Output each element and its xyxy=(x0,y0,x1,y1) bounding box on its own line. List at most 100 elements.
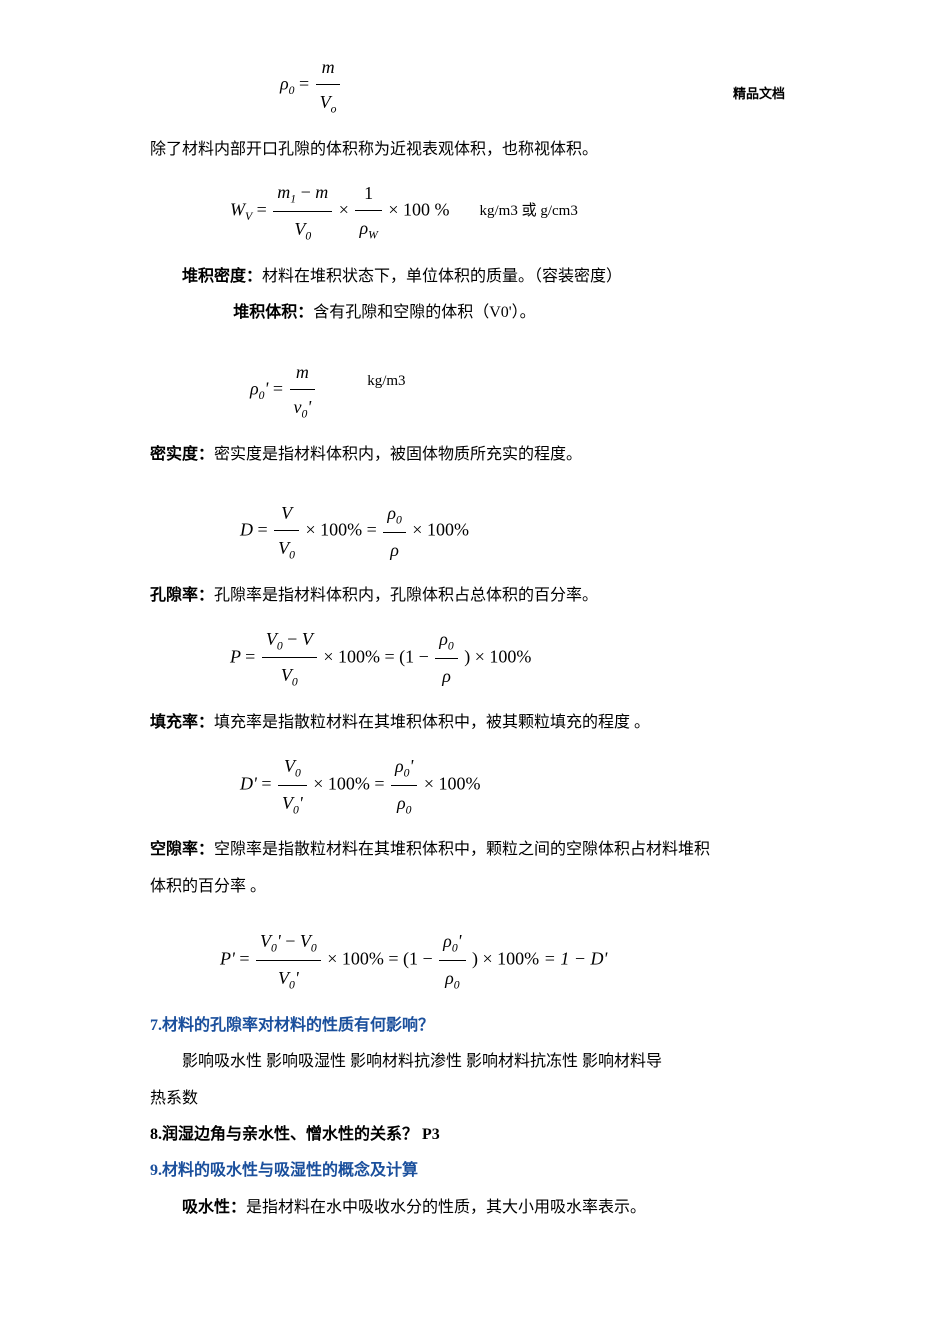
text-fill: 填充率是指散粒材料在其堆积体积中，被其颗粒填充的程度 。 xyxy=(214,714,650,731)
formula-dprime: D' = V0 V0' × 100% = ρ0' ρ0 × 100% xyxy=(150,749,795,822)
formula-rho0prime: ρ0' = m v0' kg/m3 xyxy=(150,355,795,426)
f7-f2-den-sub: 0 xyxy=(454,979,460,992)
text-porosity: 孔隙率是指材料体积内，孔隙体积占总体积的百分率。 xyxy=(214,587,598,604)
f7-num-b-sub: 0 xyxy=(311,942,317,955)
f3-lhs-prime: ' xyxy=(264,378,268,398)
term-void: 空隙率： xyxy=(150,841,214,858)
f2-frac2-den-var: ρ xyxy=(359,218,368,238)
para-bulk-density: 堆积密度：材料在堆积状态下，单位体积的质量。（容装密度） xyxy=(150,262,795,292)
f6-suffix: × 100% xyxy=(424,773,481,793)
f5-f2-num-var: ρ xyxy=(439,629,448,649)
f6-f2-num-prime: ' xyxy=(410,756,414,776)
term-bulk-volume: 堆积体积： xyxy=(233,304,313,321)
f5-den-var: V xyxy=(281,665,292,685)
text-absorb: 是指材料在水中吸收水分的性质，其大小用吸水率表示。 xyxy=(246,1199,646,1216)
f7-f2-den-var: ρ xyxy=(445,968,454,988)
f2-num1: m xyxy=(277,182,290,202)
f2-frac2-den-sub: W xyxy=(368,229,378,242)
f7-mid2: × 100% xyxy=(483,949,540,969)
f6-f2-den-sub: 0 xyxy=(406,803,412,816)
f4-mid: × 100% xyxy=(306,520,363,540)
f1-den-sub: o xyxy=(331,103,337,116)
text-solidity: 密实度是指材料体积内，被固体物质所充实的程度。 xyxy=(214,446,582,463)
formula-p: P = V0 − V V0 × 100% = (1 − ρ0 ρ ) × 100… xyxy=(150,622,795,695)
f7-num-b-var: V xyxy=(300,931,311,951)
term-solidity: 密实度： xyxy=(150,446,214,463)
f7-num-a-var: V xyxy=(260,931,271,951)
f7-lhs: P' xyxy=(220,949,235,969)
f2-unit: kg/m3 或 g/cm3 xyxy=(480,197,578,226)
f6-mid: × 100% xyxy=(313,773,370,793)
term-porosity: 孔隙率： xyxy=(150,587,214,604)
f5-den-sub: 0 xyxy=(292,676,298,689)
f3-num: m xyxy=(290,355,316,390)
f7-den-prime: ' xyxy=(295,968,299,988)
f1-lhs-sub: 0 xyxy=(289,84,295,97)
term-fill: 填充率： xyxy=(150,714,214,731)
f7-den-var: V xyxy=(278,968,289,988)
f7-f2-num-prime: ' xyxy=(458,931,462,951)
text-bulk-density: 材料在堆积状态下，单位体积的质量。（容装密度） xyxy=(262,268,622,285)
watermark: 精品文档 xyxy=(733,82,785,107)
question-8: 8.润湿边角与亲水性、憎水性的关系？ P3 xyxy=(150,1120,795,1150)
f2-lhs-var: W xyxy=(230,200,245,220)
f5-suffix: × 100% xyxy=(475,646,532,666)
para-bulk-volume: 堆积体积：含有孔隙和空隙的体积（V0'）。 xyxy=(150,298,795,328)
question-7: 7.材料的孔隙率对材料的性质有何影响？ xyxy=(150,1011,795,1041)
f4-f2-den: ρ xyxy=(383,533,405,567)
f3-den-var: v xyxy=(294,397,302,417)
answer-7b: 热系数 xyxy=(150,1084,795,1114)
f6-den-prime: ' xyxy=(299,793,303,813)
f2-num2: m xyxy=(315,182,328,202)
f4-suffix: × 100% xyxy=(412,520,469,540)
f6-f2-den-var: ρ xyxy=(397,793,406,813)
f5-num-a-sub: 0 xyxy=(277,639,283,652)
f6-f2-num-var: ρ xyxy=(395,756,404,776)
formula-d: D = V V0 × 100% = ρ0 ρ × 100% xyxy=(150,496,795,567)
f5-num-a-var: V xyxy=(266,629,277,649)
para-visual-volume: 除了材料内部开口孔隙的体积称为近视表观体积，也称视体积。 xyxy=(150,135,795,165)
f4-f2-num-sub: 0 xyxy=(396,514,402,527)
f4-den1-sub: 0 xyxy=(289,549,295,562)
term-absorb: 吸水性： xyxy=(182,1199,246,1216)
para-void-b: 体积的百分率 。 xyxy=(150,872,795,902)
para-void: 空隙率：空隙率是指散粒材料在其堆积体积中，颗粒之间的空隙体积占材料堆积 xyxy=(150,835,795,865)
f5-f2-den: ρ xyxy=(435,659,457,693)
f4-lhs: D xyxy=(240,520,253,540)
para-porosity: 孔隙率：孔隙率是指材料体积内，孔隙体积占总体积的百分率。 xyxy=(150,581,795,611)
f3-lhs-var: ρ xyxy=(250,378,259,398)
f6-num-sub: 0 xyxy=(295,766,301,779)
f4-num1: V xyxy=(274,496,299,531)
f2-lhs-sub: V xyxy=(245,210,252,223)
f5-mid: × 100% xyxy=(323,646,380,666)
para-solidity: 密实度：密实度是指材料体积内，被固体物质所充实的程度。 xyxy=(150,440,795,470)
f7-num-a-prime: ' xyxy=(277,931,281,951)
text-bulk-volume: 含有孔隙和空隙的体积（V0'）。 xyxy=(313,304,535,321)
f6-num-var: V xyxy=(284,756,295,776)
f2-num1-sub: 1 xyxy=(290,193,296,206)
f3-unit: kg/m3 xyxy=(367,367,405,396)
f2-den-var: V xyxy=(294,219,305,239)
f4-f2-num-var: ρ xyxy=(387,503,396,523)
formula-rho0: ρ0 = m Vo xyxy=(150,50,795,121)
f7-tail: = 1 − D' xyxy=(544,949,608,969)
f2-suffix: × 100 % xyxy=(388,200,449,220)
f5-lhs: P xyxy=(230,646,241,666)
f1-lhs-var: ρ xyxy=(280,74,289,94)
f2-den-sub: 0 xyxy=(305,230,311,243)
formula-pprime: P' = V0' − V0 V0' × 100% = (1 − ρ0' ρ0 )… xyxy=(150,924,795,997)
f7-mid: × 100% xyxy=(327,949,384,969)
f7-f2-num-var: ρ xyxy=(443,931,452,951)
f1-den-var: V xyxy=(320,92,331,112)
f5-f2-num-sub: 0 xyxy=(448,640,454,653)
f6-den-var: V xyxy=(282,793,293,813)
term-bulk-density: 堆积密度： xyxy=(182,268,262,285)
para-fill: 填充率：填充率是指散粒材料在其堆积体积中，被其颗粒填充的程度 。 xyxy=(150,708,795,738)
para-absorb: 吸水性：是指材料在水中吸收水分的性质，其大小用吸水率表示。 xyxy=(150,1193,795,1223)
f6-lhs: D' xyxy=(240,773,257,793)
answer-7a: 影响吸水性 影响吸湿性 影响材料抗渗性 影响材料抗冻性 影响材料导 xyxy=(150,1047,795,1077)
formula-wv: WV = m1 − m V0 × 1 ρW × 100 % kg/m3 或 g/… xyxy=(150,175,795,248)
question-9: 9.材料的吸水性与吸湿性的概念及计算 xyxy=(150,1156,795,1186)
f2-frac2-num: 1 xyxy=(355,176,381,211)
document-page: 精品文档 ρ0 = m Vo 除了材料内部开口孔隙的体积称为近视表观体积，也称视… xyxy=(0,0,945,1337)
